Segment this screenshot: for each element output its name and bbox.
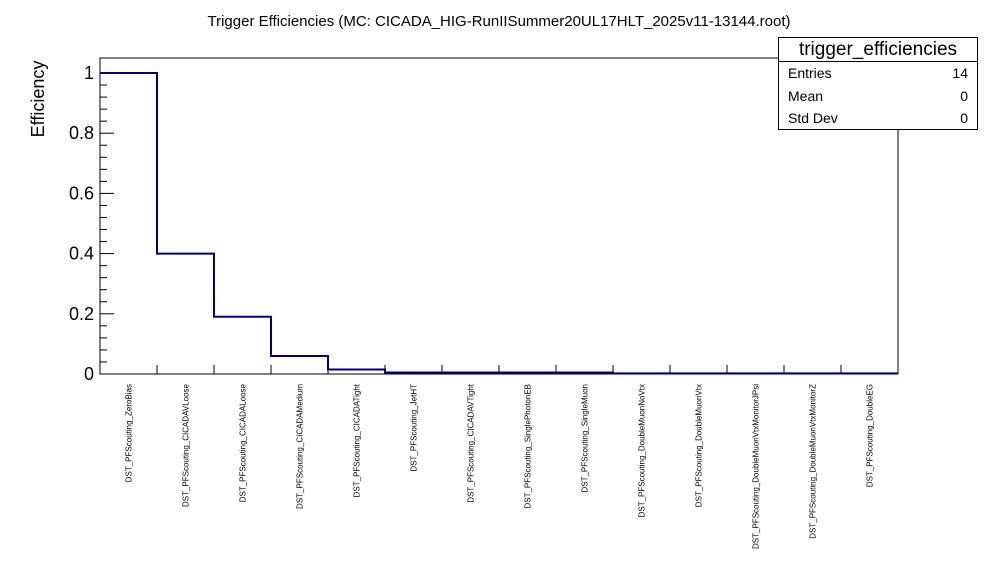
stats-entries-label: Entries [788, 65, 832, 81]
y-tick-label: 0.2 [69, 304, 94, 324]
x-tick-label: DST_PFScouting_DoubleMuonVtxMonitorJPsi [752, 384, 761, 549]
y-tick-label: 0.6 [69, 183, 94, 203]
x-tick-label: DST_PFScouting_CICADAVLoose [182, 383, 191, 507]
x-tick-label: DST_PFScouting_DoubleMuonVtx [695, 384, 704, 507]
x-tick-label: DST_PFScouting_CICADAMedium [296, 384, 305, 509]
x-tick-label: DST_PFScouting_DoubleMuonVtxMonitorZ [809, 384, 818, 539]
y-tick-label: 0.4 [69, 244, 94, 264]
x-tick-label: DST_PFScouting_SinglePhotonEB [524, 384, 533, 509]
stats-row-stddev: Std Dev 0 [779, 107, 977, 130]
y-tick-label: 1 [84, 63, 94, 83]
stats-row-mean: Mean 0 [779, 85, 977, 108]
chart-title: Trigger Efficiencies (MC: CICADA_HIG-Run… [207, 13, 790, 30]
stats-stddev-label: Std Dev [788, 110, 838, 126]
stats-box: trigger_efficiencies Entries 14 Mean 0 S… [778, 37, 978, 130]
x-tick-label: DST_PFScouting_CICADATight [353, 383, 362, 497]
stats-row-entries: Entries 14 [779, 62, 977, 85]
x-tick-label: DST_PFScouting_CICADAVTight [467, 383, 476, 502]
histogram-step-line [100, 72, 898, 375]
stats-stddev-value: 0 [960, 110, 968, 126]
y-axis: 0 0.2 0.4 0.6 0.8 1 [69, 63, 114, 384]
x-tick-label: DST_PFScouting_JetHT [410, 384, 419, 472]
x-tick-label: DST_PFScouting_ZeroBias [125, 384, 134, 482]
y-tick-label: 0 [84, 364, 94, 384]
y-tick-label: 0.8 [69, 123, 94, 143]
x-tick-label: DST_PFScouting_DoubleMuonNoVtx [638, 384, 647, 517]
stats-box-title: trigger_efficiencies [779, 38, 977, 62]
stats-entries-value: 14 [952, 65, 968, 81]
x-tick-label: DST_PFScouting_SingleMuon [581, 384, 590, 493]
y-axis-label: Efficiency [28, 61, 48, 138]
x-tick-label: DST_PFScouting_CICADALoose [239, 383, 248, 502]
x-axis: DST_PFScouting_ZeroBias DST_PFScouting_CI… [125, 365, 875, 549]
stats-mean-label: Mean [788, 87, 824, 104]
stats-mean-value: 0 [960, 87, 968, 104]
x-tick-label: DST_PFScouting_DoubleEG [866, 384, 875, 487]
